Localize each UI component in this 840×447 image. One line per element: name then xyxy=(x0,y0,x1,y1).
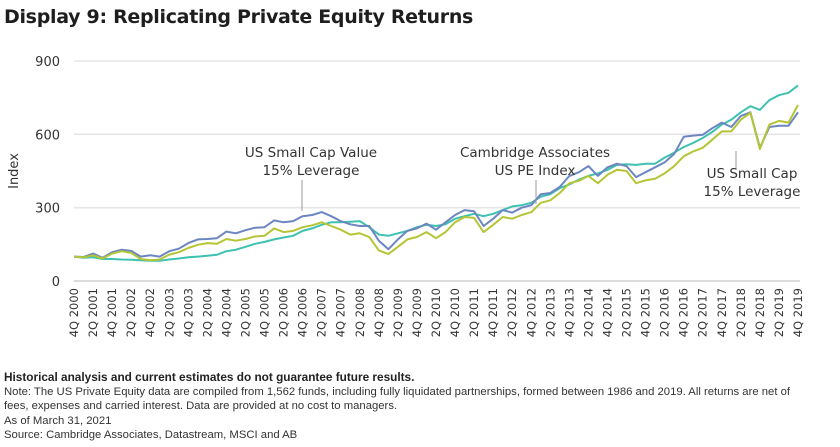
x-tick-label: 2Q 2006 xyxy=(277,288,291,337)
x-tick-label: 4Q 2011 xyxy=(486,288,500,337)
annotation-label: US PE Index xyxy=(495,163,576,179)
x-tick-label: 4Q 2013 xyxy=(562,288,576,337)
x-tick-label: 4Q 2019 xyxy=(791,288,805,337)
x-tick-label: 4Q 2018 xyxy=(753,288,767,337)
x-tick-label: 2Q 2005 xyxy=(238,288,252,337)
chart-title: Display 9: Replicating Private Equity Re… xyxy=(4,6,474,28)
x-tick-label: 4Q 2000 xyxy=(67,288,81,337)
x-tick-label: 2Q 2016 xyxy=(658,288,672,337)
note-line-1: Note: The US Private Equity data are com… xyxy=(4,385,791,398)
x-tick-label: 4Q 2014 xyxy=(600,288,614,337)
disclaimer: Historical analysis and current estimate… xyxy=(4,370,415,384)
x-tick-label: 4Q 2007 xyxy=(334,288,348,337)
x-tick-label: 2Q 2001 xyxy=(86,288,100,337)
x-tick-label: 4Q 2003 xyxy=(181,288,195,337)
annotation-label: 15% Leverage xyxy=(263,163,360,179)
x-tick-label: 4Q 2005 xyxy=(258,288,272,337)
x-tick-label: 2Q 2014 xyxy=(581,288,595,337)
x-tick-label: 2Q 2019 xyxy=(772,288,786,337)
x-tick-label: 2Q 2008 xyxy=(353,288,367,337)
x-tick-label: 2Q 2010 xyxy=(429,288,443,337)
gridlines xyxy=(74,60,800,282)
x-tick-label: 2Q 2009 xyxy=(391,288,405,337)
annotation-label: US Small Cap Value xyxy=(245,145,377,161)
annotation-label: US Small Cap xyxy=(707,166,798,182)
annotation-label: 15% Leverage xyxy=(704,184,801,200)
y-axis-ticks: 0 300 600 900 xyxy=(35,55,60,290)
series-line-1 xyxy=(73,111,799,259)
x-tick-label: 4Q 2008 xyxy=(372,288,386,337)
x-axis-ticks: 4Q 2000 2Q 2001 4Q 2001 2Q 2002 4Q 2002 2Q 20… xyxy=(67,288,805,337)
y-tick-label: 300 xyxy=(35,202,60,217)
annotation-label: Cambridge Associates xyxy=(460,145,610,161)
series-lines xyxy=(73,84,799,262)
line-chart: 0 300 600 900 Index 4Q 2000 2Q 2001 4Q 2001 2Q… xyxy=(7,55,805,337)
x-tick-label: 4Q 2006 xyxy=(296,288,310,337)
x-tick-label: 4Q 2009 xyxy=(410,288,424,337)
y-tick-label: 0 xyxy=(52,275,60,290)
x-tick-label: 2Q 2015 xyxy=(620,288,634,337)
y-tick-label: 600 xyxy=(35,128,60,143)
x-tick-label: 4Q 2001 xyxy=(105,288,119,337)
x-tick-label: 4Q 2015 xyxy=(639,288,653,337)
x-tick-label: 2Q 2012 xyxy=(505,288,519,337)
series-line-0 xyxy=(73,84,799,262)
x-tick-label: 4Q 2010 xyxy=(448,288,462,337)
as-of-date: As of March 31, 2021 xyxy=(4,414,112,427)
x-tick-label: 4Q 2012 xyxy=(524,288,538,337)
x-tick-label: 2Q 2013 xyxy=(543,288,557,337)
x-tick-label: 4Q 2004 xyxy=(219,288,233,337)
x-tick-label: 4Q 2016 xyxy=(677,288,691,337)
x-tick-label: 2Q 2011 xyxy=(467,288,481,337)
x-tick-label: 2Q 2002 xyxy=(124,288,138,337)
source: Source: Cambridge Associates, Datastream… xyxy=(4,429,298,442)
note-line-2: fees, expenses and carried interest. Dat… xyxy=(4,400,398,413)
y-tick-label: 900 xyxy=(35,55,60,70)
x-tick-label: 2Q 2007 xyxy=(315,288,329,337)
footer-notes: Historical analysis and current estimate… xyxy=(4,370,840,443)
x-tick-label: 2Q 2003 xyxy=(162,288,176,337)
x-tick-label: 2Q 2017 xyxy=(696,288,710,337)
x-tick-label: 4Q 2002 xyxy=(143,288,157,337)
x-tick-label: 2Q 2004 xyxy=(200,288,214,337)
x-tick-label: 4Q 2017 xyxy=(715,288,729,337)
x-tick-label: 2Q 2018 xyxy=(734,288,748,337)
series-line-2 xyxy=(73,104,799,262)
annotations: US Small Cap Value 15% Leverage Cambridge … xyxy=(245,145,801,211)
y-axis-label: Index xyxy=(7,153,22,189)
